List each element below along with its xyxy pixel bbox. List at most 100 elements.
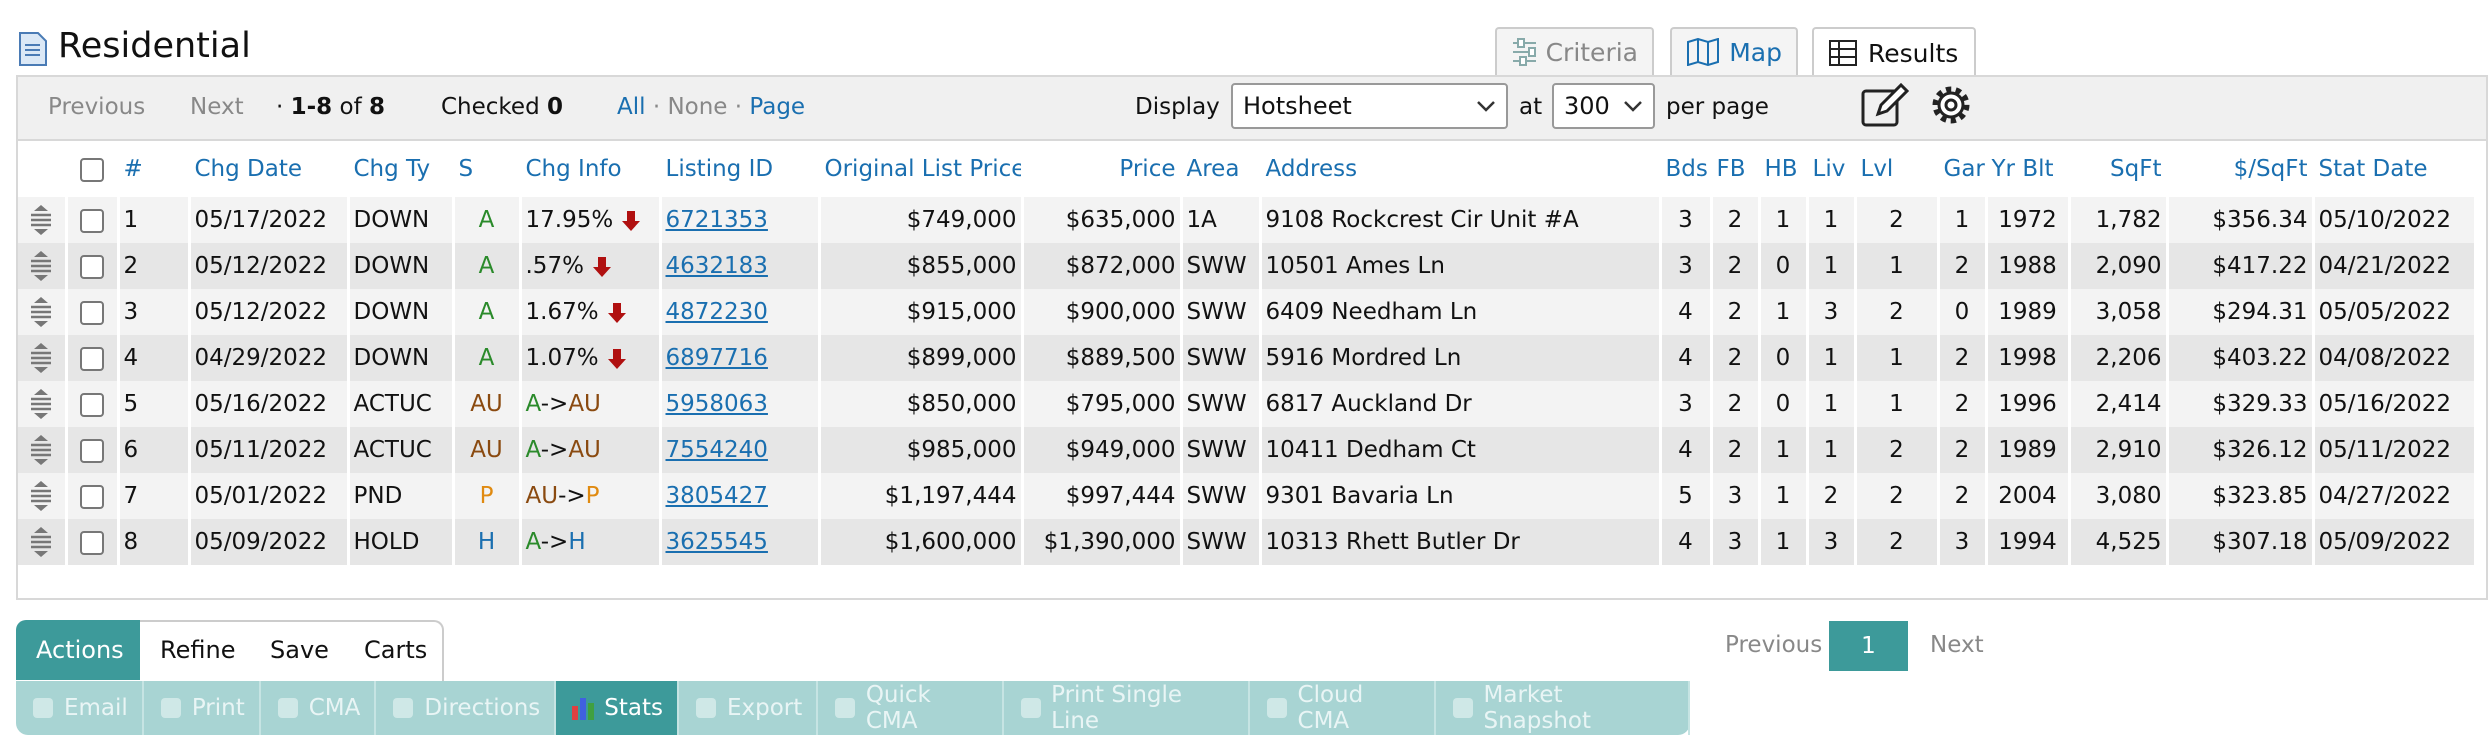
prev-link[interactable]: Previous — [48, 94, 146, 120]
status-arrow: -> — [540, 437, 569, 463]
listing-link[interactable]: 5958063 — [665, 391, 768, 417]
column-header[interactable]: HB — [1759, 141, 1809, 197]
cell: 05/11/2022 — [2313, 427, 2477, 473]
column-header[interactable]: Gar — [1938, 141, 1988, 197]
listing-link[interactable]: 6897716 — [665, 345, 768, 371]
column-header[interactable]: Liv — [1807, 141, 1857, 197]
checkbox[interactable] — [80, 346, 104, 371]
cell: $635,000 — [1022, 197, 1183, 243]
cell: 2 — [1855, 473, 1940, 519]
column-header[interactable]: Chg Ty — [348, 141, 455, 197]
action-button[interactable]: Print Single Line — [1004, 681, 1250, 735]
tab-carts[interactable]: Carts — [364, 636, 428, 664]
column-header[interactable]: SqFt — [2069, 141, 2169, 197]
column-header[interactable]: Address — [1260, 141, 1662, 197]
cell: 2 — [1938, 243, 1988, 289]
checkbox[interactable] — [80, 208, 104, 233]
action-button[interactable]: CMA — [261, 681, 377, 735]
cell: 4,525 — [2069, 519, 2169, 565]
action-button[interactable]: Cloud CMA — [1250, 681, 1436, 735]
action-button[interactable]: Stats — [556, 681, 679, 735]
column-header[interactable]: S — [453, 141, 522, 197]
tab-results[interactable]: Results — [1812, 27, 1976, 77]
listing-link[interactable]: 7554240 — [665, 437, 768, 463]
down-arrow — [592, 256, 611, 277]
status-to: P — [585, 483, 600, 509]
select-none[interactable]: None — [667, 94, 728, 120]
tab-map[interactable]: Map — [1670, 27, 1798, 75]
next-link[interactable]: Next — [190, 94, 244, 120]
row-check — [66, 335, 120, 381]
column-header[interactable]: FB — [1711, 141, 1761, 197]
cell: $749,000 — [819, 197, 1024, 243]
tab-refine[interactable]: Refine — [160, 636, 236, 664]
tab-save[interactable]: Save — [270, 636, 329, 664]
listing-link[interactable]: 3625545 — [665, 529, 768, 555]
bottom-next[interactable]: Next — [1930, 632, 1984, 658]
listing-link[interactable]: 4632183 — [665, 253, 768, 279]
cell: DOWN — [348, 243, 455, 289]
listing-link[interactable]: 6721353 — [665, 207, 768, 233]
bottom-prev[interactable]: Previous — [1725, 632, 1823, 658]
column-header[interactable]: # — [118, 141, 191, 197]
action-button[interactable]: Quick CMA — [818, 681, 1004, 735]
select-page[interactable]: Page — [749, 94, 806, 120]
column-header[interactable]: Lvl — [1855, 141, 1940, 197]
action-button[interactable]: Market Snapshot — [1436, 681, 1690, 735]
action-label: Email — [64, 695, 128, 721]
checkbox[interactable] — [80, 300, 104, 325]
action-button[interactable]: Export — [679, 681, 819, 735]
change-pct: 1.67% — [525, 299, 599, 325]
bottom-current-page[interactable]: 1 — [1829, 621, 1908, 671]
column-header[interactable]: Chg Date — [189, 141, 350, 197]
checkbox[interactable] — [80, 254, 104, 279]
action-icon — [695, 698, 716, 718]
tab-actions[interactable]: Actions — [16, 620, 140, 680]
checkbox[interactable] — [80, 392, 104, 417]
action-icon — [835, 698, 856, 718]
column-header[interactable]: Yr Blt — [1986, 141, 2071, 197]
cell: $872,000 — [1022, 243, 1183, 289]
select-links: All · None · Page — [617, 94, 805, 120]
change-pct: 17.95% — [525, 207, 614, 233]
drag-handle — [18, 381, 68, 427]
select-value: Hotsheet — [1243, 92, 1352, 120]
checkbox[interactable] — [80, 438, 104, 463]
column-header[interactable]: Chg Info — [520, 141, 662, 197]
status-to: AU — [568, 437, 601, 463]
display-select[interactable]: Hotsheet — [1231, 83, 1508, 129]
checkbox[interactable] — [80, 530, 104, 555]
cell: 4 — [1660, 427, 1713, 473]
edit-icon[interactable] — [1860, 82, 1910, 130]
checkbox[interactable] — [80, 484, 104, 509]
per-page-select[interactable]: 300 — [1552, 83, 1655, 129]
cell: 4632183 — [660, 243, 821, 289]
listing-link[interactable]: 3805427 — [665, 483, 768, 509]
row-check — [66, 197, 120, 243]
settings-icon[interactable] — [1928, 82, 1974, 128]
column-header[interactable]: Original List Price — [819, 141, 1024, 197]
drag-handle — [18, 243, 68, 289]
column-header[interactable]: Area — [1181, 141, 1262, 197]
action-icon — [1267, 698, 1287, 718]
checkbox[interactable] — [80, 157, 104, 182]
action-button[interactable]: Email — [16, 681, 144, 735]
column-header[interactable]: $/SqFt — [2167, 141, 2315, 197]
column-header[interactable]: Stat Date — [2313, 141, 2477, 197]
cell: 1998 — [1986, 335, 2071, 381]
cell: 2 — [1711, 289, 1761, 335]
column-header[interactable]: Price — [1022, 141, 1183, 197]
status-arrow: -> — [558, 483, 586, 509]
tab-criteria[interactable]: Criteria — [1495, 27, 1654, 75]
select-all[interactable]: All — [617, 94, 646, 120]
column-header[interactable]: Bds — [1660, 141, 1713, 197]
column-header[interactable]: Listing ID — [660, 141, 821, 197]
action-icon — [277, 698, 298, 718]
action-label: Print Single Line — [1051, 682, 1183, 734]
action-button[interactable]: Directions — [376, 681, 557, 735]
listing-link[interactable]: 4872230 — [665, 299, 768, 325]
check-all — [66, 141, 120, 197]
cell: 05/16/2022 — [189, 381, 350, 427]
cell: 4 — [1660, 289, 1713, 335]
action-button[interactable]: Print — [144, 681, 261, 735]
